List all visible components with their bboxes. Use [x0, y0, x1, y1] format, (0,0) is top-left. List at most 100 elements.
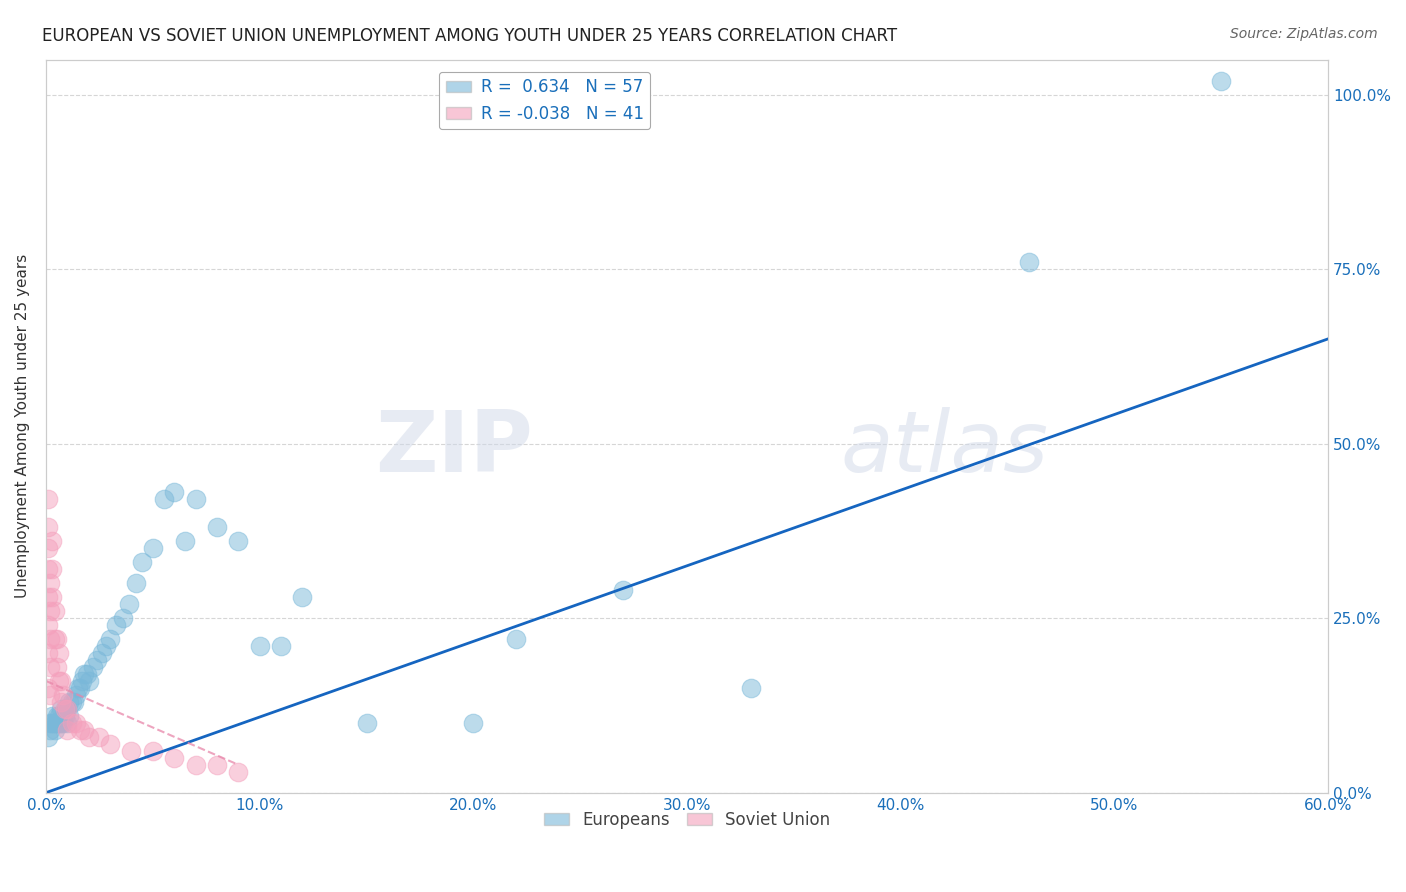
Point	[77, 673, 100, 688]
Point	[86, 653, 108, 667]
Point	[73, 667, 96, 681]
Point	[39, 576, 62, 591]
Point	[120, 744, 142, 758]
Point	[118, 597, 141, 611]
Point	[56, 702, 79, 716]
Point	[612, 583, 634, 598]
Point	[173, 534, 195, 549]
Legend: Europeans, Soviet Union: Europeans, Soviet Union	[537, 805, 837, 836]
Point	[60, 715, 83, 730]
Point	[740, 681, 762, 695]
Point	[37, 618, 59, 632]
Point	[163, 750, 186, 764]
Point	[65, 715, 87, 730]
Point	[39, 723, 62, 737]
Point	[45, 709, 67, 723]
Point	[356, 715, 378, 730]
Point	[463, 715, 485, 730]
Point	[56, 715, 79, 730]
Point	[39, 715, 62, 730]
Point	[41, 534, 63, 549]
Point	[163, 485, 186, 500]
Point	[44, 723, 66, 737]
Point	[53, 709, 76, 723]
Point	[249, 639, 271, 653]
Point	[152, 492, 174, 507]
Point	[291, 590, 314, 604]
Point	[142, 744, 165, 758]
Point	[65, 688, 87, 702]
Point	[111, 611, 134, 625]
Point	[48, 673, 70, 688]
Point	[142, 541, 165, 556]
Point	[226, 534, 249, 549]
Text: ZIP: ZIP	[375, 407, 533, 490]
Point	[37, 681, 59, 695]
Point	[98, 632, 121, 646]
Point	[76, 667, 98, 681]
Point	[270, 639, 292, 653]
Point	[45, 715, 67, 730]
Point	[94, 639, 117, 653]
Point	[44, 604, 66, 618]
Point	[53, 702, 76, 716]
Point	[52, 709, 75, 723]
Point	[56, 702, 79, 716]
Point	[41, 562, 63, 576]
Point	[184, 757, 207, 772]
Point	[69, 723, 91, 737]
Point	[52, 688, 75, 702]
Point	[58, 695, 80, 709]
Point	[131, 555, 153, 569]
Point	[1211, 73, 1233, 87]
Point	[37, 562, 59, 576]
Text: EUROPEAN VS SOVIET UNION UNEMPLOYMENT AMONG YOUTH UNDER 25 YEARS CORRELATION CHA: EUROPEAN VS SOVIET UNION UNEMPLOYMENT AM…	[42, 27, 897, 45]
Point	[505, 632, 527, 646]
Point	[39, 604, 62, 618]
Point	[98, 737, 121, 751]
Point	[37, 646, 59, 660]
Point	[60, 695, 83, 709]
Point	[39, 660, 62, 674]
Point	[62, 695, 84, 709]
Point	[48, 646, 70, 660]
Point	[49, 673, 72, 688]
Point	[37, 590, 59, 604]
Point	[205, 757, 228, 772]
Text: atlas: atlas	[841, 407, 1049, 490]
Point	[1018, 255, 1040, 269]
Y-axis label: Unemployment Among Youth under 25 years: Unemployment Among Youth under 25 years	[15, 254, 30, 599]
Point	[44, 715, 66, 730]
Point	[73, 723, 96, 737]
Point	[45, 660, 67, 674]
Point	[39, 688, 62, 702]
Point	[45, 632, 67, 646]
Point	[37, 730, 59, 744]
Point	[52, 715, 75, 730]
Point	[82, 660, 104, 674]
Point	[125, 576, 148, 591]
Text: Source: ZipAtlas.com: Source: ZipAtlas.com	[1230, 27, 1378, 41]
Point	[53, 702, 76, 716]
Point	[56, 723, 79, 737]
Point	[72, 673, 94, 688]
Point	[37, 492, 59, 507]
Point	[105, 618, 128, 632]
Point	[37, 520, 59, 534]
Point	[69, 681, 91, 695]
Point	[41, 590, 63, 604]
Point	[39, 632, 62, 646]
Point	[90, 646, 112, 660]
Point	[41, 709, 63, 723]
Point	[37, 541, 59, 556]
Point	[77, 730, 100, 744]
Point	[41, 715, 63, 730]
Point	[66, 681, 89, 695]
Point	[48, 709, 70, 723]
Point	[48, 715, 70, 730]
Point	[205, 520, 228, 534]
Point	[89, 730, 111, 744]
Point	[184, 492, 207, 507]
Point	[49, 715, 72, 730]
Point	[226, 764, 249, 779]
